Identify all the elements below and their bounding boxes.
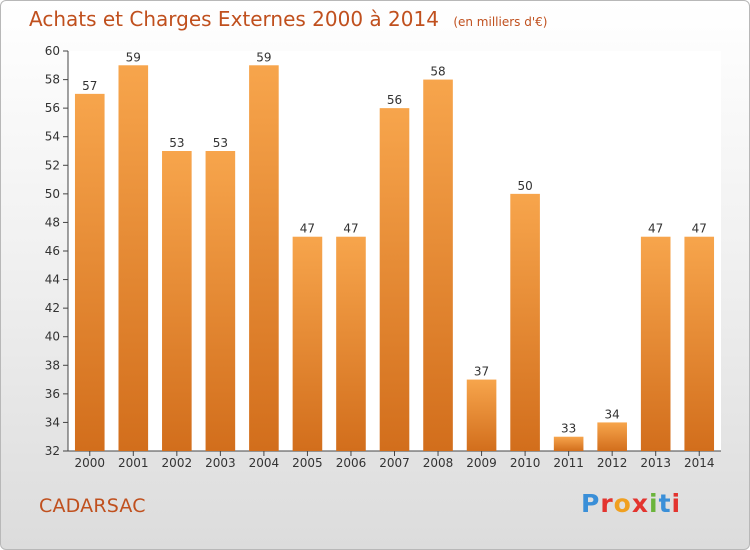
bar <box>466 379 497 451</box>
logo-letter: t <box>658 489 672 518</box>
logo-letter: r <box>600 489 614 518</box>
bar-value-label: 57 <box>82 79 97 93</box>
bar-value-label: 47 <box>692 222 707 236</box>
bar-value-label: 58 <box>430 65 445 79</box>
commune-name: CADARSAC <box>39 495 146 517</box>
y-tick-label: 58 <box>45 73 60 87</box>
y-tick-label: 46 <box>45 244 60 258</box>
chart-title: Achats et Charges Externes 2000 à 2014 (… <box>29 7 547 31</box>
bar-value-label: 59 <box>126 50 141 64</box>
y-tick-label: 38 <box>45 358 60 372</box>
x-tick-label: 2013 <box>640 456 671 470</box>
logo-letter: i <box>671 489 682 518</box>
chart-title-text: Achats et Charges Externes 2000 à 2014 <box>29 7 439 31</box>
y-tick-label: 60 <box>45 44 60 58</box>
bar-value-label: 47 <box>300 222 315 236</box>
y-tick-label: 48 <box>45 215 60 229</box>
x-tick-label: 2006 <box>336 456 367 470</box>
bar-value-label: 34 <box>605 407 620 421</box>
bar-value-label: 47 <box>648 222 663 236</box>
x-tick-label: 2004 <box>249 456 280 470</box>
chart-unit: (en milliers d'€) <box>453 15 548 29</box>
bar <box>249 65 279 452</box>
x-tick-label: 2000 <box>74 456 105 470</box>
logo-letter: x <box>631 489 649 518</box>
logo-letter: i <box>649 489 659 518</box>
x-tick-label: 2012 <box>597 456 628 470</box>
x-tick-label: 2014 <box>684 456 715 470</box>
bar <box>597 422 627 451</box>
bar-value-label: 33 <box>561 422 576 436</box>
x-tick-label: 2011 <box>553 456 584 470</box>
bar-value-label: 53 <box>169 136 184 150</box>
bar-value-label: 47 <box>343 222 358 236</box>
y-tick-label: 42 <box>45 301 60 315</box>
bar <box>336 236 366 451</box>
bar <box>118 65 149 452</box>
x-tick-label: 2009 <box>466 456 497 470</box>
y-tick-label: 52 <box>45 158 60 172</box>
y-tick-label: 56 <box>45 101 60 115</box>
x-tick-label: 2002 <box>162 456 193 470</box>
y-tick-label: 34 <box>45 415 60 429</box>
bar <box>205 151 236 451</box>
y-tick-label: 36 <box>45 387 60 401</box>
y-tick-label: 32 <box>45 444 60 458</box>
bar <box>292 236 323 451</box>
x-tick-label: 2001 <box>118 456 149 470</box>
proxiti-logo: Proxiti <box>581 489 681 518</box>
bar <box>423 79 453 452</box>
bar <box>162 151 192 451</box>
bar-value-label: 50 <box>517 179 532 193</box>
x-tick-label: 2003 <box>205 456 236 470</box>
x-tick-label: 2005 <box>292 456 323 470</box>
bar <box>379 108 410 452</box>
bar <box>510 193 540 451</box>
logo-letter: P <box>581 489 601 518</box>
bar <box>640 236 671 451</box>
x-tick-label: 2007 <box>379 456 410 470</box>
y-tick-label: 44 <box>45 273 60 287</box>
bar <box>684 236 715 451</box>
x-tick-label: 2010 <box>510 456 541 470</box>
logo-letter: o <box>613 489 632 518</box>
bar-value-label: 53 <box>213 136 228 150</box>
y-tick-label: 40 <box>45 330 60 344</box>
bar-value-label: 37 <box>474 365 489 379</box>
y-tick-label: 54 <box>45 130 60 144</box>
y-tick-label: 50 <box>45 187 60 201</box>
bar <box>74 93 105 451</box>
bar <box>553 436 584 451</box>
bar-value-label: 59 <box>256 50 271 64</box>
x-tick-label: 2008 <box>423 456 454 470</box>
bar-value-label: 56 <box>387 93 402 107</box>
